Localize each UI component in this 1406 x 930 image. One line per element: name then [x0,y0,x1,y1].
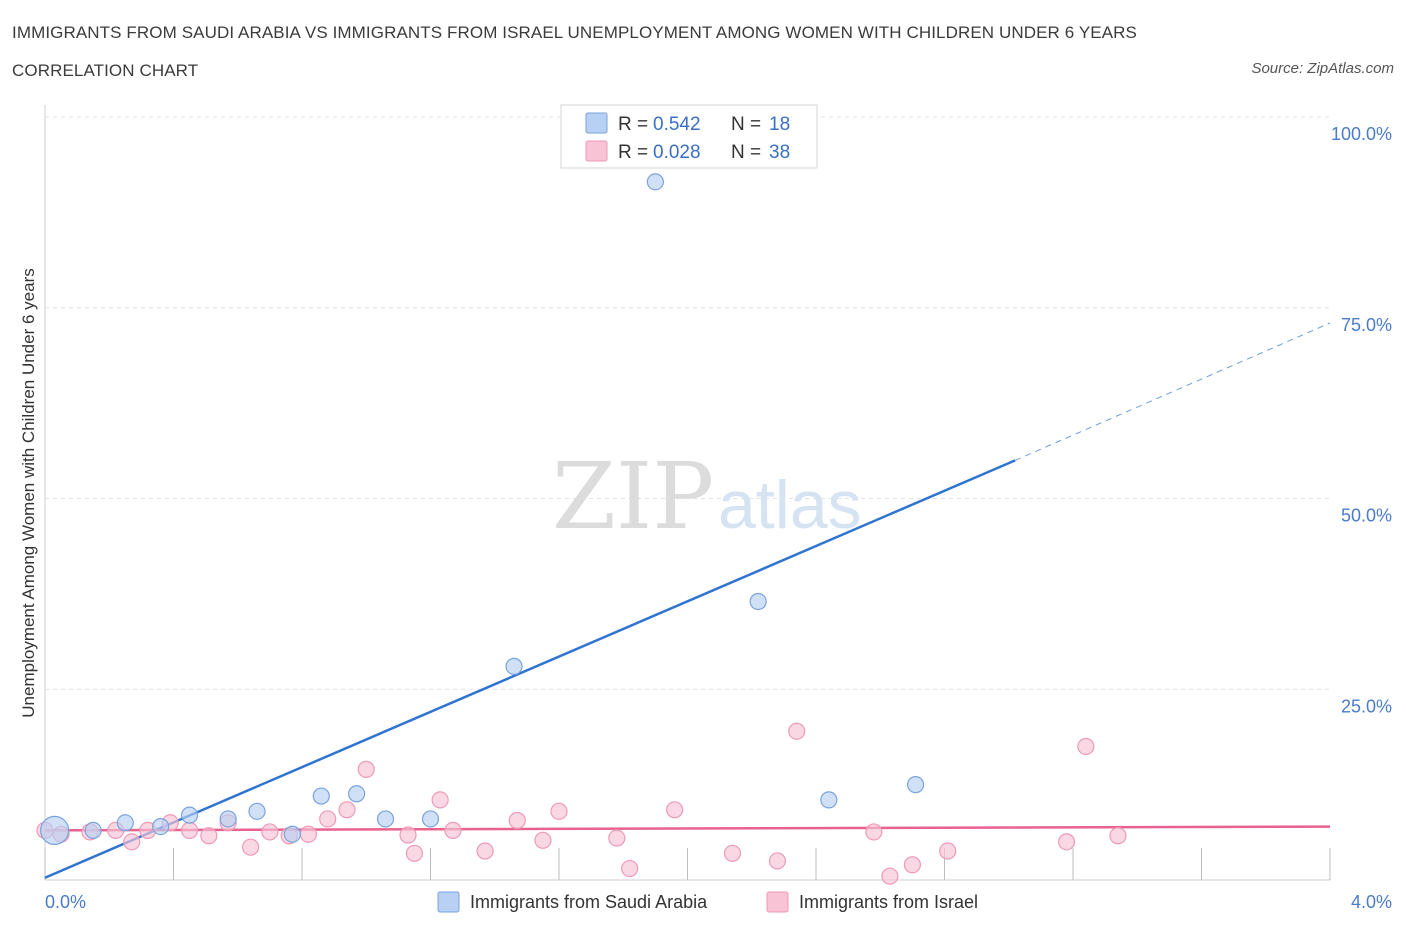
watermark: ZIP atlas [552,443,862,550]
legend-n-value-saudi-arabia: 18 [769,114,790,135]
point-saudi-arabia-14 [749,592,767,611]
point-israel-24 [608,829,626,847]
point-israel-34 [1057,833,1076,851]
point-israel-35 [1077,737,1095,756]
y-tick-labels: 25.0% 50.0% 75.0% 100.0% [1331,124,1392,716]
point-israel-17 [405,844,424,862]
watermark-zip: ZIP [552,443,714,550]
point-israel-22 [534,831,552,849]
point-israel-21 [508,811,526,830]
legend-swatch-saudi-arabia [585,112,608,134]
legend-r-value-saudi-arabia: 0.542 [653,114,701,135]
point-saudi-arabia-11 [421,810,440,828]
x-tick-label-max: 4.0% [1351,892,1392,912]
point-israel-3 [123,833,141,851]
axes [44,105,1331,881]
point-saudi-arabia-2 [116,814,134,832]
point-israel-6 [180,821,199,840]
legend-n-label-israel: N = [731,142,761,163]
point-israel-14 [338,801,356,819]
legend-n-label-saudi-arabia: N = [731,114,761,135]
point-israel-28 [768,852,787,870]
point-israel-15 [357,760,375,778]
legend: R = 0.542 N = 18 R = 0.028 N = 38 [560,104,818,169]
y-tick-label-3: 100.0% [1331,124,1392,144]
bottom-legend-swatch-israel [766,891,789,913]
point-saudi-arabia-9 [348,785,366,803]
point-saudi-arabia-8 [312,787,330,805]
point-israel-32 [903,856,921,874]
trend-line-saudi-arabia-projection [1014,322,1331,461]
legend-r-value-israel: 0.028 [653,142,701,163]
point-israel-7 [200,827,218,845]
bottom-legend-label-saudi-arabia: Immigrants from Saudi Arabia [470,892,708,912]
grid-lines [45,116,1330,690]
point-saudi-arabia-13 [646,173,664,191]
legend-n-value-israel: 38 [769,142,790,163]
point-saudi-arabia-7 [283,825,301,843]
point-saudi-arabia-5 [219,810,237,828]
point-saudi-arabia-1 [84,821,102,840]
point-saudi-arabia-15 [820,791,838,809]
point-israel-27 [723,844,742,862]
point-israel-18 [431,791,449,809]
point-israel-9 [242,838,260,856]
bottom-legend-label-israel: Immigrants from Israel [799,892,978,912]
point-israel-13 [319,810,337,828]
point-israel-16 [399,826,417,844]
point-saudi-arabia-17 [906,776,925,794]
legend-r-label-israel: R = [618,142,648,163]
point-israel-29 [788,722,806,740]
point-saudi-arabia-0 [40,815,70,846]
watermark-atlas: atlas [718,467,862,543]
bottom-legend: Immigrants from Saudi Arabia Immigrants … [437,891,978,913]
point-israel-19 [444,821,462,840]
point-israel-36 [1109,827,1127,845]
point-israel-10 [261,823,279,841]
point-israel-33 [939,842,957,860]
point-israel-26 [666,801,684,819]
y-tick-label-2: 75.0% [1341,315,1392,335]
point-israel-23 [550,802,568,820]
legend-r-label-saudi-arabia: R = [618,114,648,135]
point-saudi-arabia-6 [248,802,266,820]
y-tick-label-0: 25.0% [1341,696,1392,716]
point-saudi-arabia-3 [152,817,170,836]
trend-lines [44,322,1331,879]
point-israel-31 [881,867,899,885]
trend-line-saudi-arabia [44,459,1016,879]
point-israel-20 [476,842,494,860]
bottom-legend-swatch-saudi-arabia [437,891,460,913]
point-saudi-arabia-12 [505,657,523,675]
y-tick-label-1: 50.0% [1341,506,1392,526]
chart-title: IMMIGRANTS FROM SAUDI ARABIA VS IMMIGRAN… [12,23,1137,80]
point-israel-25 [621,859,639,878]
point-israel-12 [299,825,318,843]
legend-swatch-israel [585,140,608,162]
y-axis-label: Unemployment Among Women with Children U… [19,268,38,717]
data-points [36,108,1127,885]
point-saudi-arabia-10 [376,810,395,828]
source-label: Source: ZipAtlas.com [1251,60,1394,77]
x-tick-label-min: 0.0% [45,892,86,912]
point-israel-30 [865,823,883,841]
point-saudi-arabia-4 [180,806,199,824]
trend-line-israel [44,825,1331,832]
